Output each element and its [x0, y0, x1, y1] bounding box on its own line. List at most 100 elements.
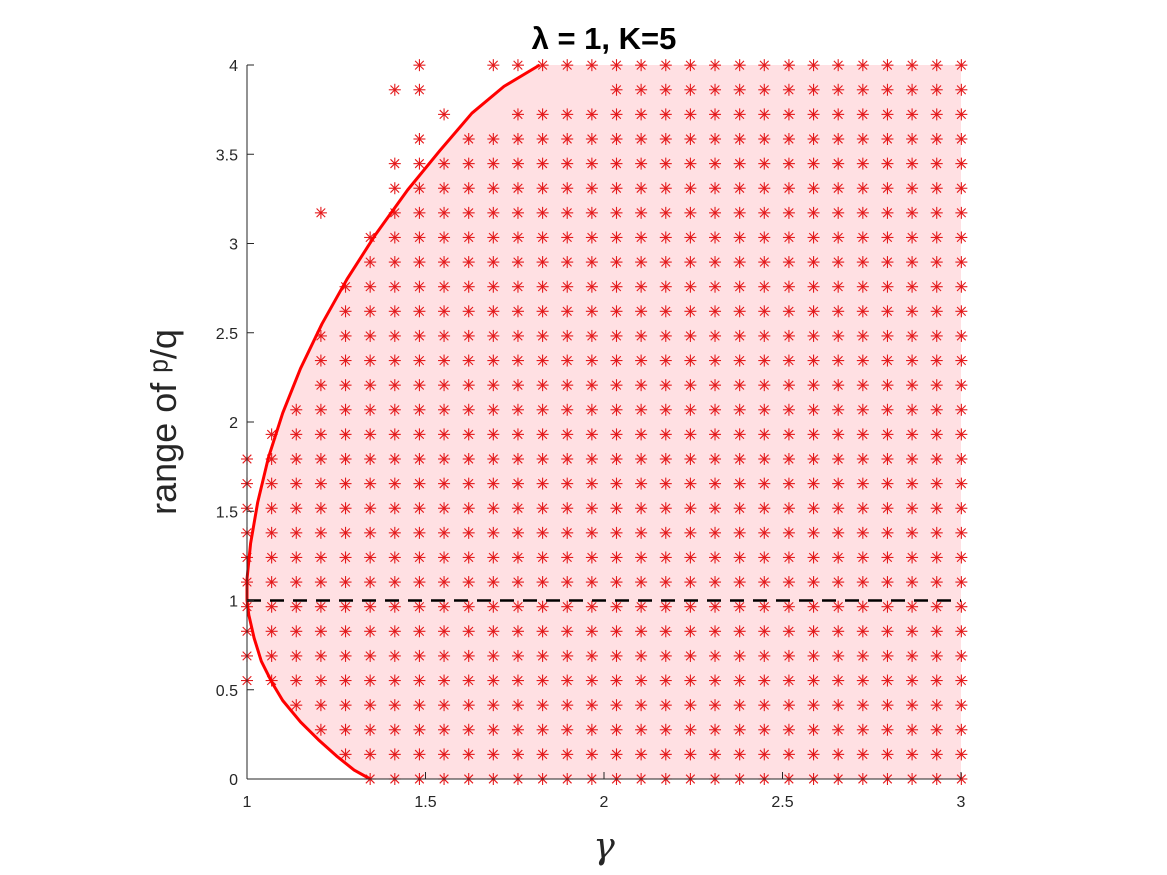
data-point: [881, 305, 894, 318]
data-point-stroke: [784, 183, 794, 193]
data-point: [585, 477, 598, 490]
x-tick-label: 2: [600, 794, 609, 811]
data-point-stroke: [759, 380, 770, 390]
data-point-stroke: [784, 306, 794, 317]
data-point: [585, 59, 598, 72]
data-point-stroke: [291, 454, 301, 464]
data-point: [906, 379, 919, 392]
data-point: [610, 83, 623, 96]
data-point: [635, 305, 648, 318]
data-point: [290, 649, 303, 662]
data-point: [807, 83, 820, 96]
data-point-stroke: [882, 503, 893, 513]
data-point-stroke: [390, 183, 400, 193]
data-point: [339, 551, 352, 564]
data-point-stroke: [562, 429, 572, 440]
data-point-stroke: [685, 601, 696, 612]
data-point: [881, 428, 894, 441]
data-point-stroke: [340, 552, 351, 563]
data-point: [782, 305, 795, 318]
data-point-stroke: [562, 109, 572, 120]
data-point-stroke: [365, 528, 375, 538]
data-point-stroke: [661, 109, 671, 120]
data-point: [585, 649, 598, 662]
data-point-stroke: [414, 380, 425, 390]
data-point: [832, 502, 845, 515]
data-point-stroke: [808, 528, 819, 538]
data-point-stroke: [537, 60, 548, 70]
data-point: [807, 723, 820, 736]
data-point: [782, 551, 795, 564]
data-point-stroke: [340, 675, 351, 686]
data-point: [709, 83, 722, 96]
data-point-stroke: [833, 158, 843, 169]
data-point-stroke: [710, 503, 720, 513]
data-point: [585, 674, 598, 687]
data-point: [856, 280, 869, 293]
data-point-stroke: [759, 601, 770, 612]
data-point-stroke: [537, 700, 548, 710]
data-point-stroke: [759, 331, 770, 341]
data-point-stroke: [463, 577, 474, 587]
data-point: [709, 157, 722, 170]
data-point-stroke: [833, 454, 843, 464]
data-point: [610, 354, 623, 367]
data-point-stroke: [956, 232, 967, 243]
data-point: [585, 182, 598, 195]
data-point-stroke: [685, 109, 696, 120]
data-point-stroke: [488, 478, 499, 489]
data-point-stroke: [956, 429, 967, 440]
data-point: [733, 699, 746, 712]
data-point: [782, 502, 795, 515]
data-point-stroke: [710, 651, 720, 661]
data-point-stroke: [808, 380, 819, 390]
data-point: [610, 428, 623, 441]
data-point: [462, 453, 475, 466]
data-point-stroke: [636, 405, 646, 415]
data-point-stroke: [365, 380, 375, 390]
data-point-stroke: [784, 651, 794, 661]
data-point: [585, 748, 598, 761]
data-point: [413, 551, 426, 564]
data-point-stroke: [636, 429, 646, 440]
data-point: [364, 502, 377, 515]
data-point-stroke: [414, 306, 425, 317]
data-point: [635, 329, 648, 342]
data-point: [561, 723, 574, 736]
data-point: [930, 502, 943, 515]
data-point-stroke: [414, 700, 425, 710]
data-point: [339, 403, 352, 416]
data-point: [290, 551, 303, 564]
data-point: [462, 206, 475, 219]
data-point-stroke: [833, 552, 843, 563]
data-point: [684, 182, 697, 195]
data-point: [659, 206, 672, 219]
data-point: [388, 576, 401, 589]
data-point: [906, 576, 919, 589]
data-point-stroke: [858, 675, 868, 686]
data-point-stroke: [710, 380, 720, 390]
data-point: [659, 329, 672, 342]
data-point: [413, 354, 426, 367]
data-point-stroke: [562, 331, 572, 341]
data-point: [758, 526, 771, 539]
data-point: [364, 379, 377, 392]
data-point-stroke: [537, 109, 548, 120]
x-tick-label: 1: [243, 794, 252, 811]
data-point-stroke: [587, 158, 597, 169]
data-point: [881, 551, 894, 564]
data-point-stroke: [808, 725, 819, 735]
data-point-stroke: [833, 700, 843, 710]
data-point-stroke: [513, 478, 523, 489]
data-point-stroke: [734, 60, 745, 70]
data-point: [832, 108, 845, 121]
data-point: [561, 157, 574, 170]
data-point-stroke: [587, 257, 597, 267]
data-point-stroke: [685, 700, 696, 710]
data-point-stroke: [907, 651, 917, 661]
data-point: [462, 723, 475, 736]
data-point-stroke: [587, 749, 597, 760]
data-point-stroke: [907, 109, 917, 120]
data-point: [635, 477, 648, 490]
